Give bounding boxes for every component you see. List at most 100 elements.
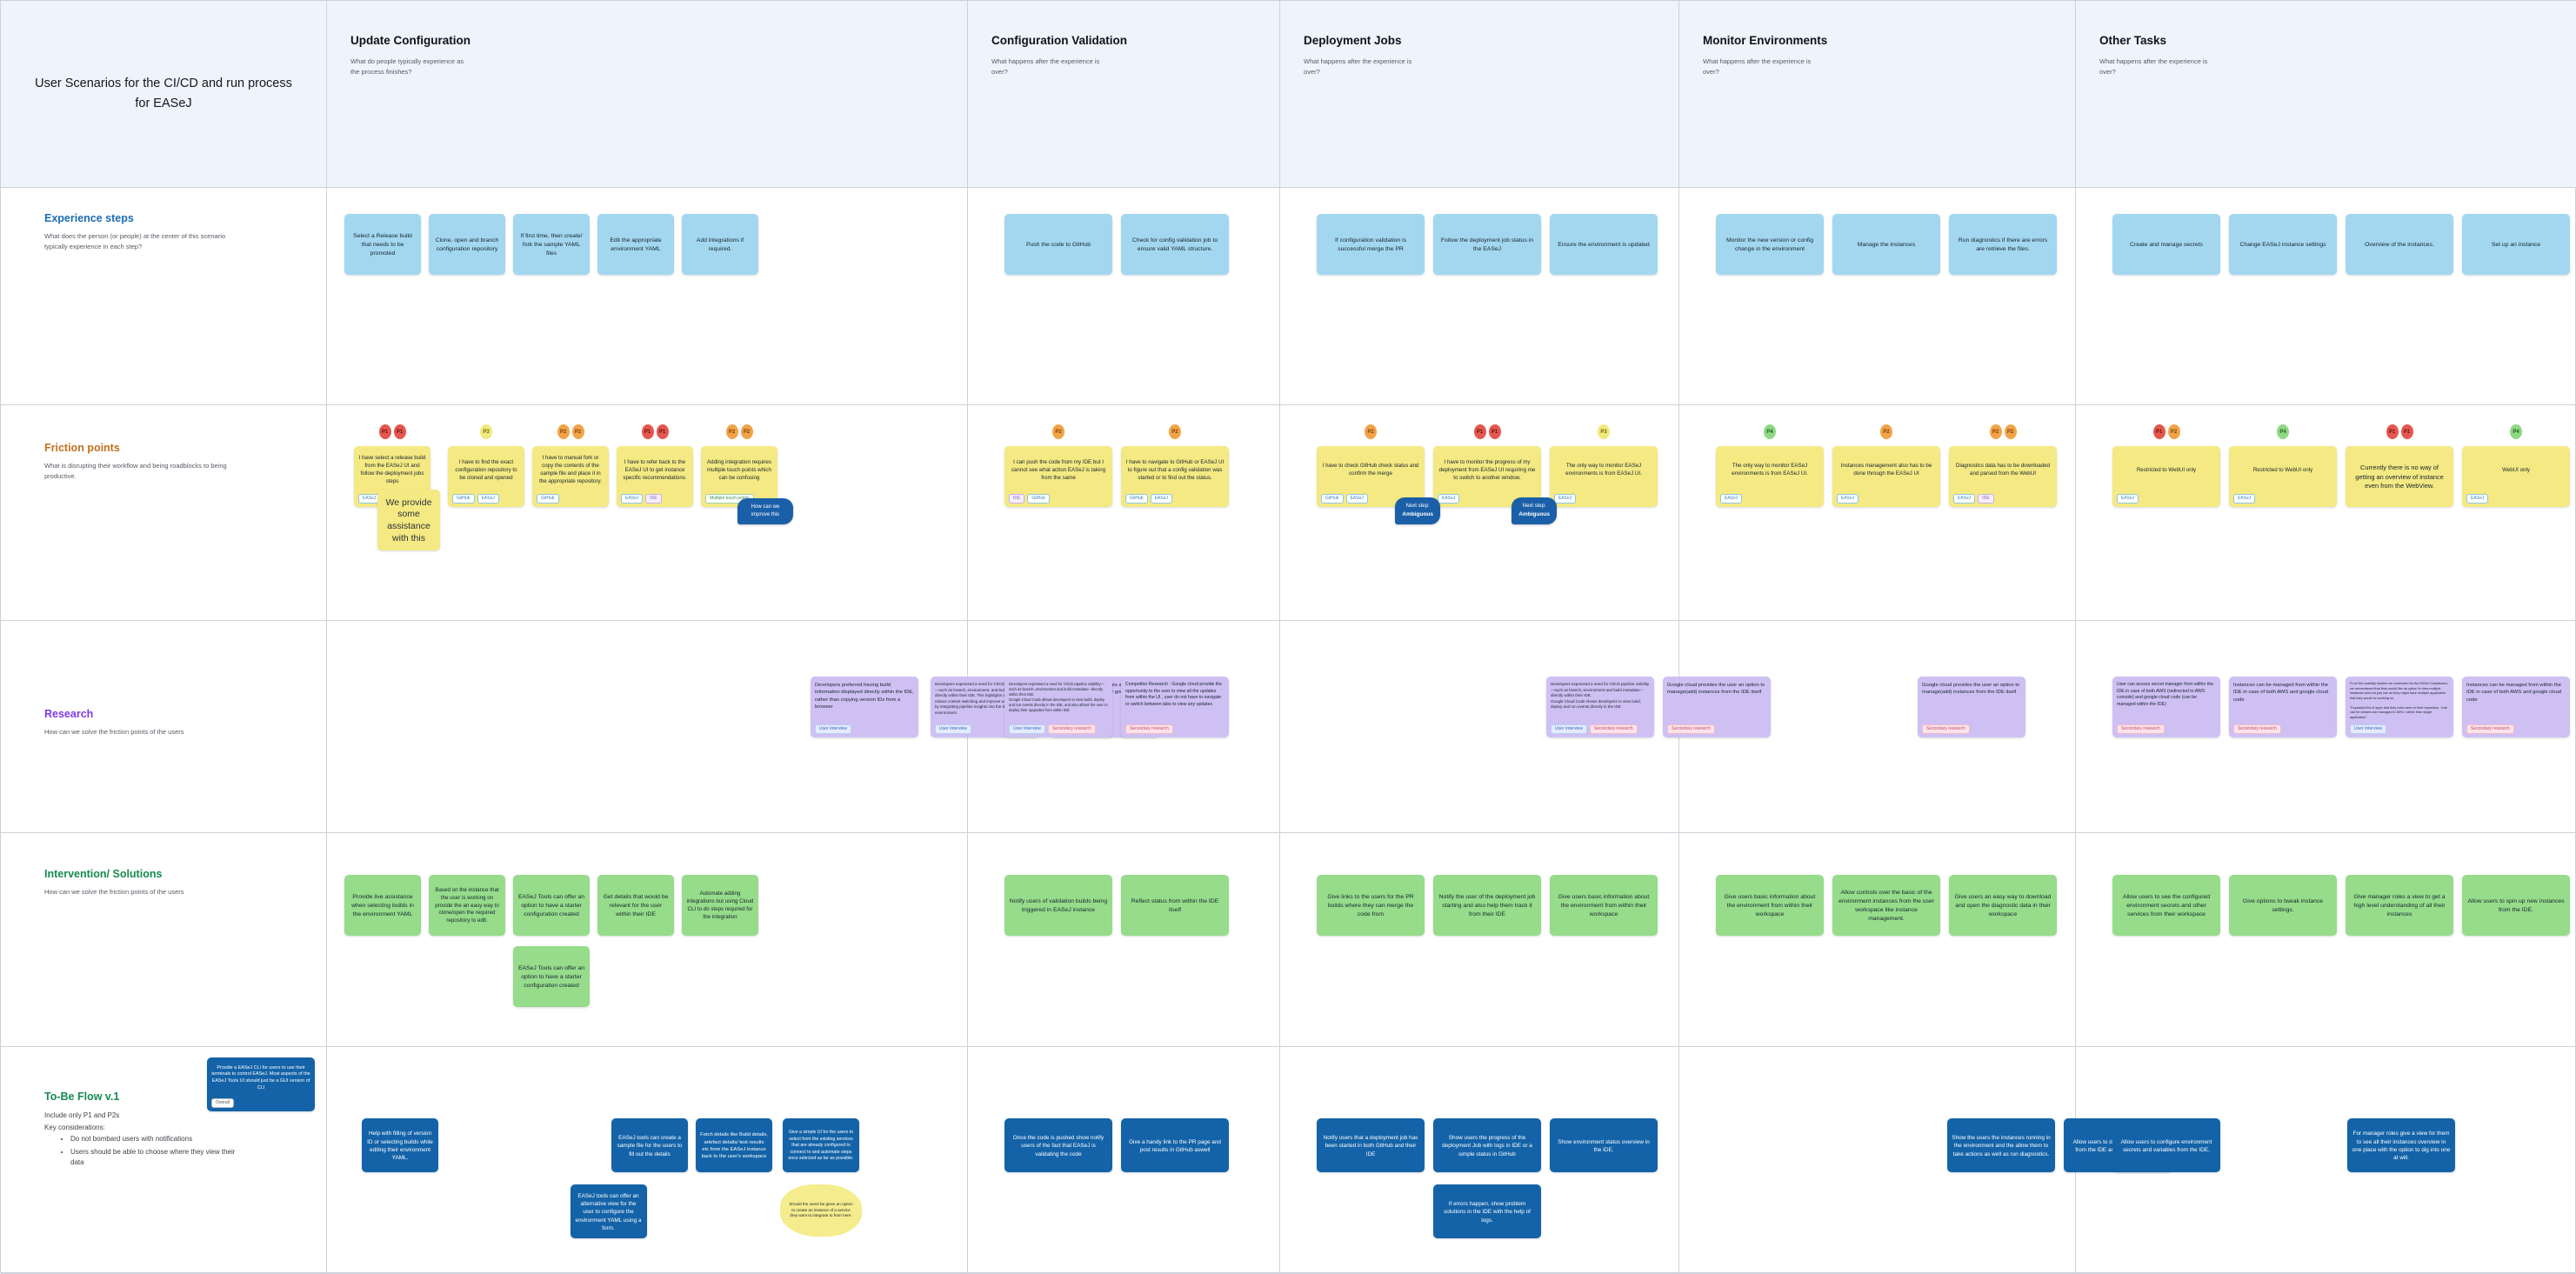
- sticky-note[interactable]: For manager roles give a view for them t…: [2347, 1118, 2455, 1172]
- priority-badge[interactable]: P2: [2004, 424, 2017, 439]
- priority-badge[interactable]: P1: [378, 424, 391, 439]
- sticky-note[interactable]: EASeJ tools can offer an alternative vie…: [570, 1184, 647, 1238]
- sticky-note[interactable]: Google cloud provides the user an option…: [1663, 677, 1771, 737]
- sticky-note[interactable]: Notify users of validation builds being …: [1004, 875, 1112, 936]
- sticky-note[interactable]: I have to check GitHub check status and …: [1317, 446, 1425, 507]
- priority-badge[interactable]: P1: [2400, 424, 2413, 439]
- priority-badge[interactable]: P2: [1365, 424, 1377, 439]
- sticky-note[interactable]: Provide live assistance when selecting b…: [344, 875, 421, 936]
- tag-chip[interactable]: Secondary research: [1047, 724, 1096, 734]
- sticky-note[interactable]: Show environment status overview in the …: [1550, 1118, 1658, 1172]
- tag-chip[interactable]: User Interview: [1009, 724, 1045, 734]
- sticky-note[interactable]: Fetch details like Build details, artefa…: [696, 1118, 772, 1172]
- sticky-note[interactable]: I have to refer back to the EASeJ UI to …: [617, 446, 693, 507]
- sticky-note[interactable]: Provide a EASeJ CLI for users to use the…: [207, 1057, 315, 1111]
- sticky-note[interactable]: Instances can be managed from within the…: [2462, 677, 2570, 737]
- priority-badge[interactable]: P4: [2277, 424, 2289, 439]
- priority-badge[interactable]: P3: [480, 424, 492, 439]
- sticky-note[interactable]: Run diagnostics if there are errors are …: [1949, 214, 2057, 275]
- sticky-note[interactable]: Give manager roles a view to get a high …: [2346, 875, 2453, 936]
- priority-badge[interactable]: P2: [1169, 424, 1181, 439]
- priority-badge[interactable]: P1: [393, 424, 406, 439]
- tag-chip[interactable]: User Interview: [815, 724, 851, 734]
- sticky-note[interactable]: Developers expressed a need for CI/CD pi…: [1546, 677, 1654, 737]
- sticky-note[interactable]: Instances can be managed from within the…: [2229, 677, 2337, 737]
- sticky-note[interactable]: Change EASeJ instance settings: [2229, 214, 2337, 275]
- sticky-note[interactable]: Check for config validation job to ensur…: [1121, 214, 1229, 275]
- tag-chip[interactable]: GitHub: [1321, 493, 1344, 504]
- sticky-note[interactable]: Automate adding integrations but using C…: [682, 875, 758, 936]
- sticky-note[interactable]: Currently there is no way of getting an …: [2346, 446, 2453, 507]
- sticky-note[interactable]: Show the users the instances running in …: [1947, 1118, 2055, 1172]
- sticky-note[interactable]: Set up an instance: [2462, 214, 2570, 275]
- priority-badge[interactable]: P2: [557, 424, 570, 439]
- sticky-note[interactable]: Manage the instances: [1832, 214, 1940, 275]
- comment-bubble[interactable]: Next step: Ambiguous: [1512, 497, 1557, 524]
- priority-badge[interactable]: P2: [1880, 424, 1892, 439]
- sticky-note[interactable]: Give users an easy way to download and o…: [1949, 875, 2057, 936]
- tag-chip[interactable]: Secondary research: [1589, 724, 1638, 734]
- tag-chip[interactable]: Overall: [211, 1097, 234, 1108]
- sticky-note[interactable]: Get details that would be relevant for t…: [597, 875, 674, 936]
- priority-badge[interactable]: P4: [2510, 424, 2522, 439]
- tag-chip[interactable]: GitHub: [452, 493, 475, 504]
- sticky-note[interactable]: Add integrations if required.: [682, 214, 758, 275]
- sticky-note[interactable]: Give a simple UI for the users to select…: [783, 1118, 859, 1172]
- tag-chip[interactable]: EASeJ: [2117, 493, 2139, 504]
- sticky-note[interactable]: From the usability studies we conducted …: [2346, 677, 2453, 737]
- comment-bubble[interactable]: Next step: Ambiguous: [1395, 497, 1440, 524]
- tag-chip[interactable]: GitHub: [1027, 493, 1050, 504]
- sticky-note[interactable]: Restricted to WebUI only EASeJ: [2229, 446, 2337, 507]
- sticky-note[interactable]: The only way to monitor EASeJ environmen…: [1550, 446, 1658, 507]
- tag-chip[interactable]: EASeJ: [477, 493, 499, 504]
- sticky-note[interactable]: EASeJ Tools can offer an option to have …: [513, 946, 590, 1007]
- priority-badge[interactable]: P3: [1598, 424, 1610, 439]
- priority-badge[interactable]: P4: [1764, 424, 1776, 439]
- tag-chip[interactable]: IDE: [645, 493, 662, 504]
- tag-chip[interactable]: GitHub: [537, 493, 559, 504]
- sticky-note[interactable]: Ensure the environment is updated: [1550, 214, 1658, 275]
- sticky-note[interactable]: If configuration validation is successfu…: [1317, 214, 1425, 275]
- tag-chip[interactable]: EASeJ: [1345, 493, 1368, 504]
- priority-badge[interactable]: P2: [2167, 424, 2180, 439]
- sticky-note[interactable]: WebUI only EASeJ: [2462, 446, 2570, 507]
- sticky-note[interactable]: The only way to monitor EASeJ environmen…: [1716, 446, 1824, 507]
- sticky-note[interactable]: Notify users that a deployment job has b…: [1317, 1118, 1425, 1172]
- sticky-note[interactable]: Allow users to spin up new instances fro…: [2462, 875, 2570, 936]
- sticky-note[interactable]: Once the code is pushed show notify user…: [1004, 1118, 1112, 1172]
- tag-chip[interactable]: GitHub: [1125, 493, 1148, 504]
- tag-chip[interactable]: EASeJ: [1837, 493, 1859, 504]
- tag-chip[interactable]: EASeJ: [1438, 493, 1460, 504]
- tag-chip[interactable]: User Interview: [1551, 724, 1587, 734]
- sticky-note[interactable]: If first time, then create/ fork the sam…: [513, 214, 590, 275]
- tag-chip[interactable]: IDE: [1978, 493, 1994, 504]
- sticky-note[interactable]: Diagnostics data has to be downloaded an…: [1949, 446, 2057, 507]
- tag-chip[interactable]: IDE: [1009, 493, 1025, 504]
- sticky-note[interactable]: Give links to the users for the PR build…: [1317, 875, 1425, 936]
- tag-chip[interactable]: EASeJ: [2233, 493, 2256, 504]
- sticky-note[interactable]: Select a Release build that needs to be …: [344, 214, 421, 275]
- sticky-note[interactable]: Reflect status from within the IDE itsel…: [1121, 875, 1229, 936]
- tag-chip[interactable]: Secondary research: [2233, 724, 2281, 734]
- tag-chip[interactable]: User Interview: [935, 724, 971, 734]
- tag-chip[interactable]: EASeJ: [621, 493, 644, 504]
- sticky-note[interactable]: Based on the instance that the user is w…: [429, 875, 505, 936]
- priority-badge[interactable]: P1: [2152, 424, 2166, 439]
- sticky-note[interactable]: Restricted to WebUI only EASeJ: [2112, 446, 2220, 507]
- priority-badge[interactable]: P1: [1473, 424, 1486, 439]
- tag-chip[interactable]: EASeJ: [1720, 493, 1743, 504]
- sticky-note[interactable]: I can push the code from my IDE but I ca…: [1004, 446, 1112, 507]
- sticky-note[interactable]: Edit the appropriate environment YAML: [597, 214, 674, 275]
- tag-chip[interactable]: User Interview: [2350, 724, 2386, 734]
- sticky-note[interactable]: Give users basic information about the e…: [1550, 875, 1658, 936]
- sticky-note[interactable]: If errors happen, show problem solutions…: [1433, 1184, 1541, 1238]
- priority-badge[interactable]: P1: [641, 424, 654, 439]
- sticky-note[interactable]: Give options to tweak instance settings.: [2229, 875, 2337, 936]
- priority-badge[interactable]: P2: [1989, 424, 2002, 439]
- priority-badge[interactable]: P1: [1488, 424, 1501, 439]
- sticky-note[interactable]: EASeJ tools can create a sample file for…: [611, 1118, 688, 1172]
- sticky-note[interactable]: Notify the user of the deployment job st…: [1433, 875, 1541, 936]
- tag-chip[interactable]: Secondary research: [1125, 724, 1173, 734]
- tag-chip[interactable]: Secondary research: [2117, 724, 2165, 734]
- tag-chip[interactable]: Secondary research: [2466, 724, 2514, 734]
